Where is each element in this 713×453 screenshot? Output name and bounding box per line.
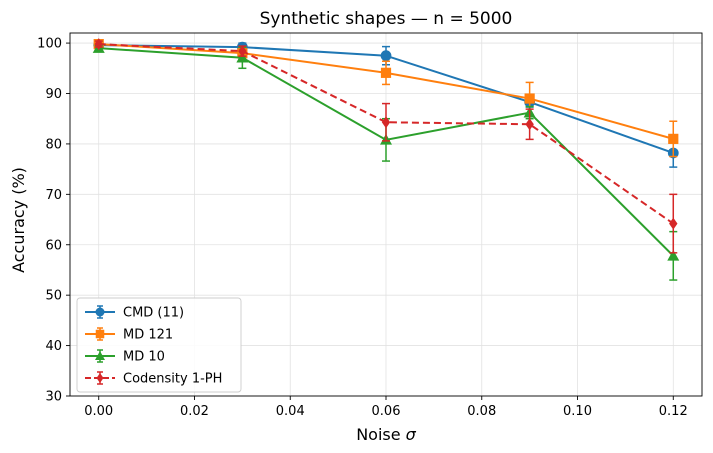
x-tick-label: 0.12: [659, 404, 688, 419]
y-tick-label: 70: [45, 188, 62, 203]
data-point: [94, 38, 103, 51]
chart-title: Synthetic shapes — n = 5000: [260, 9, 513, 29]
series-layer: [92, 38, 680, 281]
axis-ticks: 0.00 0.02 0.04 0.06 0.08 0.10 0.12 30 40 50 60 70 80…: [37, 37, 688, 419]
x-tick-label: 0.02: [180, 404, 209, 419]
legend-marker: [95, 351, 105, 360]
data-point: [380, 50, 392, 62]
y-tick-label: 30: [45, 390, 62, 405]
legend-marker: [95, 329, 105, 339]
x-tick-label: 0.10: [563, 404, 592, 419]
x-axis-title-symbol: σ: [406, 425, 417, 444]
legend-label: MD 10: [123, 350, 165, 365]
data-point: [667, 249, 680, 261]
data-point: [668, 133, 679, 144]
data-point: [381, 116, 391, 129]
y-tick-label: 80: [45, 137, 62, 152]
data-point: [238, 45, 247, 58]
legend-marker: [96, 373, 104, 383]
legend-label: MD 121: [123, 328, 173, 343]
legend-box: [76, 297, 242, 393]
y-tick-label: 60: [45, 238, 62, 253]
x-tick-label: 0.04: [276, 404, 305, 419]
x-tick-label: 0.00: [84, 404, 113, 419]
x-tick-label: 0.08: [467, 404, 496, 419]
legend-label: Codensity 1-PH: [123, 372, 222, 387]
y-tick-label: 100: [37, 37, 62, 52]
legend-marker: [95, 307, 105, 317]
y-tick-label: 40: [45, 339, 62, 354]
data-point: [525, 118, 534, 131]
legend-label: CMD (11): [123, 306, 184, 321]
data-point: [524, 93, 535, 104]
y-axis-title: Accuracy (%): [9, 167, 28, 273]
data-point: [669, 217, 678, 230]
legend: CMD (11) MD 121 MD 10 Codensity 1-PH: [76, 297, 242, 393]
y-tick-label: 50: [45, 289, 62, 304]
y-tick-label: 90: [45, 87, 62, 102]
x-axis-title-text: Noise: [356, 425, 405, 444]
series-codensity-1-ph: [94, 38, 678, 254]
x-tick-label: 0.06: [372, 404, 401, 419]
data-point: [380, 67, 392, 78]
x-axis-title: Noise σ: [356, 425, 416, 444]
